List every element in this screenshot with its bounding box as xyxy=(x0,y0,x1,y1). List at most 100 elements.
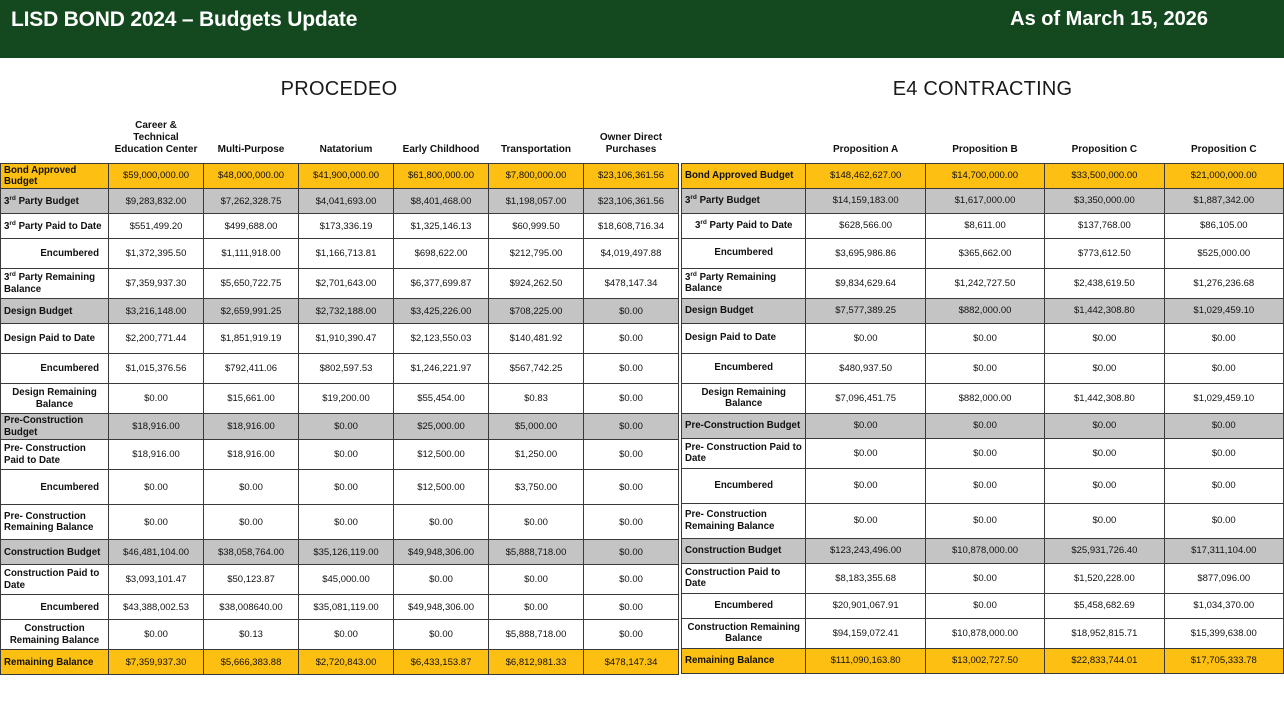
table-cell: $5,666,383.88 xyxy=(203,649,299,676)
header-row-left: Career & Technical Education Center Multi… xyxy=(1,101,679,163)
table-cell: $4,019,497.88 xyxy=(583,238,679,270)
table-row: Construction Remaining Balance $94,159,07… xyxy=(680,617,1284,649)
table-row: Encumbered $43,388,002.53 $38,008640.00 $35… xyxy=(0,594,679,621)
table-cell: $7,359,937.30 xyxy=(108,649,204,676)
table-cell: $8,183,355.68 xyxy=(805,562,926,594)
table-cell: $0.83 xyxy=(488,383,584,415)
ordinal-suffix: rd xyxy=(690,193,697,201)
table-cell: $22,833,744.01 xyxy=(1044,647,1165,674)
table-cell: $773,612.50 xyxy=(1044,237,1165,269)
table-row: Construction Paid to Date $3,093,101.47 $5… xyxy=(0,564,679,596)
table-cell: $55,454.00 xyxy=(393,383,489,415)
table-cell: $3,216,148.00 xyxy=(108,298,204,325)
table-cell: $173,336.19 xyxy=(298,213,394,240)
table-cell: $882,000.00 xyxy=(924,382,1046,414)
table-cell: $1,617,000.00 xyxy=(924,187,1046,214)
table-row: Remaining Balance $7,359,937.30 $5,666,383… xyxy=(0,649,679,676)
row-label: Encumbered xyxy=(0,469,109,506)
table-cell: $0.00 xyxy=(298,504,394,541)
table-cell: $0.00 xyxy=(1163,322,1284,354)
row-label: Construction Remaining Balance xyxy=(0,619,109,651)
table-cell: $0.00 xyxy=(805,412,926,439)
table-head-left: Career & Technical Education Center Multi… xyxy=(1,101,679,163)
table-cell: $5,650,722.75 xyxy=(203,268,299,300)
table-cell: $43,388,002.53 xyxy=(108,594,204,621)
table-row: Encumbered $0.00 $0.00 $0.00 $12,500.00 $3,75… xyxy=(0,469,679,506)
table-cell: $0.00 xyxy=(298,619,394,651)
table-row: Construction Paid to Date $8,183,355.68 $0… xyxy=(680,562,1284,594)
table-cell: $23,106,361.56 xyxy=(583,162,679,190)
table-cell: $15,661.00 xyxy=(203,383,299,415)
table-cell: $0.00 xyxy=(298,469,394,506)
budget-table-procedeo: Career & Technical Education Center Multi… xyxy=(0,101,679,676)
table-cell: $0.00 xyxy=(393,619,489,651)
table-cell: $148,462,627.00 xyxy=(805,162,926,189)
ordinal-suffix: rd xyxy=(9,271,16,279)
row-label: Design Budget xyxy=(680,297,807,324)
left-column-header: Early Childhood xyxy=(402,144,480,156)
table-cell: $38,008640.00 xyxy=(203,594,299,621)
table-cell: $0.00 xyxy=(1163,502,1284,539)
table-cell: $0.00 xyxy=(583,469,679,506)
row-label: Design Remaining Balance xyxy=(680,382,807,414)
table-cell: $18,608,716.34 xyxy=(583,213,679,240)
left-column-header: Multi-Purpose xyxy=(217,144,285,156)
table-row: Bond Approved Budget $148,462,627.00 $14,7… xyxy=(680,162,1284,189)
table-body-left: Bond Approved Budget $59,000,000.00 $48,00… xyxy=(0,162,679,676)
table-body-right: Bond Approved Budget $148,462,627.00 $14,7… xyxy=(680,162,1284,674)
table-cell: $0.00 xyxy=(924,437,1046,469)
row-label: Design Paid to Date xyxy=(0,323,109,355)
table-row: Construction Budget $123,243,496.00 $10,87… xyxy=(680,537,1284,564)
table-cell: $2,438,619.50 xyxy=(1044,267,1165,299)
table-cell: $0.00 xyxy=(924,562,1046,594)
table-cell: $41,900,000.00 xyxy=(298,162,394,190)
table-cell: $551,499.20 xyxy=(108,213,204,240)
table-row: Design Paid to Date $0.00 $0.00 $0.00 $0.00 xyxy=(680,322,1284,354)
table-cell: $3,425,226.00 xyxy=(393,298,489,325)
table-cell: $0.00 xyxy=(583,619,679,651)
table-cell: $1,520,228.00 xyxy=(1044,562,1165,594)
table-cell: $2,659,991.25 xyxy=(203,298,299,325)
table-cell: $60,999.50 xyxy=(488,213,584,240)
table-row: Pre- Construction Paid to Date $0.00 $0.00… xyxy=(680,437,1284,469)
row-label: Construction Budget xyxy=(0,539,109,566)
left-column-header: Owner Direct Purchases xyxy=(599,132,663,156)
table-cell: $0.00 xyxy=(583,383,679,415)
table-row: Pre- Construction Remaining Balance $0.00… xyxy=(680,502,1284,539)
table-row: 3rd Party Paid to Date $628,566.00 $8,611.… xyxy=(680,212,1284,239)
row-label: Design Paid to Date xyxy=(680,322,807,354)
table-cell: $0.00 xyxy=(1044,352,1165,384)
table-cell: $1,276,236.68 xyxy=(1163,267,1284,299)
table-cell: $0.00 xyxy=(924,467,1046,504)
table-cell: $0.00 xyxy=(583,439,679,471)
table-cell: $1,250.00 xyxy=(488,439,584,471)
table-row: Encumbered $1,015,376.56 $792,411.06 $802,5… xyxy=(0,353,679,385)
table-cell: $6,433,153.87 xyxy=(393,649,489,676)
header-row-right: Proposition A Proposition B Proposition C P… xyxy=(682,101,1284,163)
table-row: 3rd Party Budget $9,283,832.00 $7,262,328.… xyxy=(0,188,679,215)
table-row: Construction Budget $46,481,104.00 $38,058… xyxy=(0,539,679,566)
table-cell: $10,878,000.00 xyxy=(924,617,1046,649)
table-cell: $0.00 xyxy=(1163,352,1284,384)
table-cell: $3,695,986.86 xyxy=(805,237,926,269)
table-cell: $5,888,718.00 xyxy=(488,619,584,651)
table-cell: $480,937.50 xyxy=(805,352,926,384)
ordinal-suffix: rd xyxy=(9,194,16,202)
row-label: Remaining Balance xyxy=(680,647,807,674)
table-cell: $0.00 xyxy=(203,504,299,541)
table-cell: $1,246,221.97 xyxy=(393,353,489,385)
table-row: Encumbered $3,695,986.86 $365,662.00 $773,6… xyxy=(680,237,1284,269)
table-cell: $1,111,918.00 xyxy=(203,238,299,270)
table-cell: $1,198,057.00 xyxy=(488,188,584,215)
table-cell: $0.00 xyxy=(583,323,679,355)
row-label: Encumbered xyxy=(0,594,109,621)
table-cell: $7,577,389.25 xyxy=(805,297,926,324)
table-cell: $877,096.00 xyxy=(1163,562,1284,594)
table-cell: $49,948,306.00 xyxy=(393,539,489,566)
table-cell: $2,720,843.00 xyxy=(298,649,394,676)
table-cell: $0.00 xyxy=(924,322,1046,354)
table-cell: $94,159,072.41 xyxy=(805,617,926,649)
table-cell: $5,000.00 xyxy=(488,413,584,441)
table-cell: $0.00 xyxy=(1044,412,1165,439)
table-cell: $1,015,376.56 xyxy=(108,353,204,385)
